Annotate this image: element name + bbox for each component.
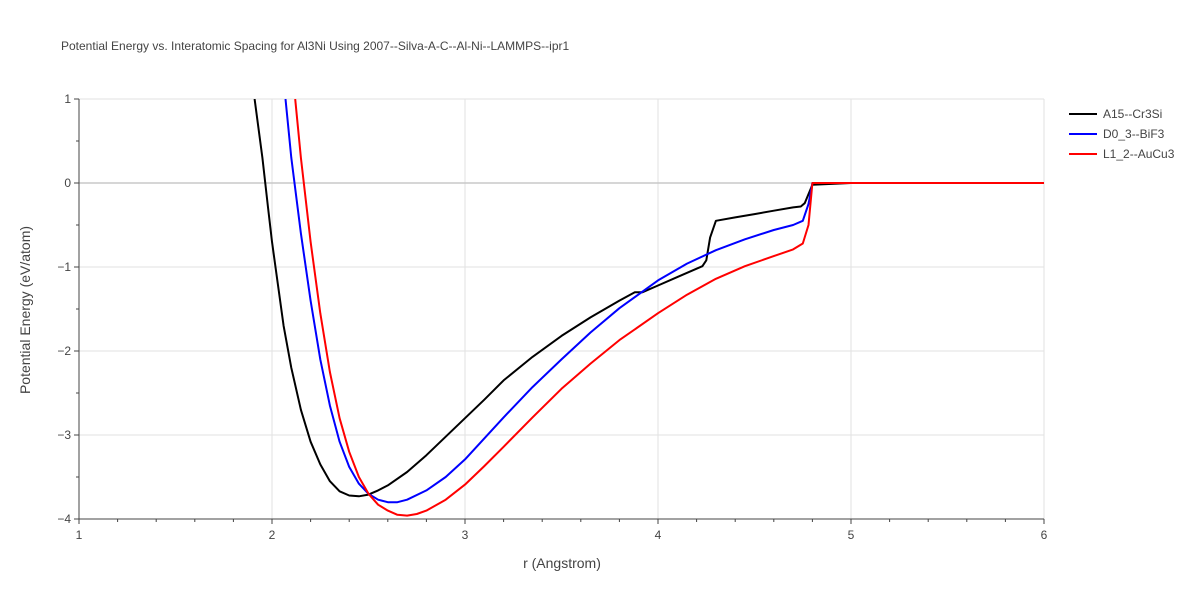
- x-tick-label: 6: [1041, 528, 1048, 542]
- y-axis-title: Potential Energy (eV/atom): [17, 226, 33, 394]
- legend-item[interactable]: A15--Cr3Si: [1069, 107, 1162, 121]
- y-tick-label: −1: [57, 260, 71, 274]
- x-tick-label: 4: [655, 528, 662, 542]
- series-line-d0-3-bif3: [284, 99, 1044, 504]
- x-tick-label: 5: [848, 528, 855, 542]
- series-line-l1-2-aucu3: [294, 99, 1044, 517]
- y-tick-label: 0: [64, 176, 71, 190]
- legend-label: L1_2--AuCu3: [1103, 147, 1175, 161]
- plot-area: [253, 99, 1044, 517]
- y-tick-label: −3: [57, 428, 71, 442]
- legend-item[interactable]: L1_2--AuCu3: [1069, 147, 1175, 161]
- axis-layer: 1 2 3 4 5 6 1 0 −1 −2 −3 −4: [57, 92, 1047, 542]
- series-line-a15-cr3si: [253, 99, 1044, 498]
- legend-label: D0_3--BiF3: [1103, 127, 1165, 141]
- legend-label: A15--Cr3Si: [1103, 107, 1162, 121]
- chart-title: Potential Energy vs. Interatomic Spacing…: [61, 39, 569, 53]
- y-tick-label: −2: [57, 344, 71, 358]
- x-axis-title: r (Angstrom): [523, 555, 601, 571]
- grid-layer: [79, 98, 1045, 519]
- x-tick-label: 3: [462, 528, 469, 542]
- legend[interactable]: A15--Cr3Si D0_3--BiF3 L1_2--AuCu3: [1069, 107, 1175, 161]
- x-tick-label: 2: [269, 528, 276, 542]
- x-tick-label: 1: [76, 528, 83, 542]
- legend-item[interactable]: D0_3--BiF3: [1069, 127, 1165, 141]
- y-tick-label: 1: [64, 92, 71, 106]
- y-tick-label: −4: [57, 512, 71, 526]
